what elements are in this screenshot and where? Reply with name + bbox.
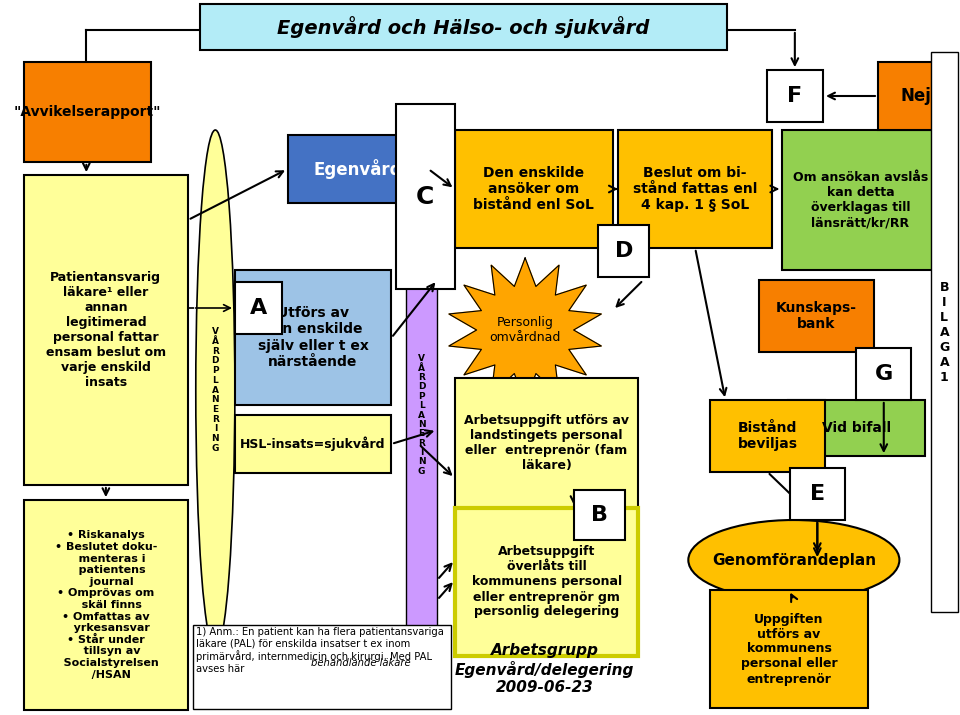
Text: B
I
L
A
G
A
1: B I L A G A 1 <box>939 280 949 383</box>
Text: Uppgiften
utförs av
kommunens
personal eller
entreprenör: Uppgiften utförs av kommunens personal e… <box>741 613 837 686</box>
Text: Egenvård och Hälso- och sjukvård: Egenvård och Hälso- och sjukvård <box>277 16 650 38</box>
Text: Kunskaps-
bank: Kunskaps- bank <box>776 301 857 331</box>
Text: Patientansvarig
läkare¹ eller
annan
legitimerad
personal fattar
ensam beslut om
: Patientansvarig läkare¹ eller annan legi… <box>46 271 166 389</box>
Text: Arbetsuppgift utförs av
landstingets personal
eller  entreprenör (fam
läkare): Arbetsuppgift utförs av landstingets per… <box>464 414 629 472</box>
Text: B: B <box>591 505 608 525</box>
FancyBboxPatch shape <box>877 62 954 130</box>
FancyBboxPatch shape <box>288 135 428 203</box>
FancyBboxPatch shape <box>856 348 911 400</box>
Text: Bistånd
beviljas: Bistånd beviljas <box>737 421 798 451</box>
FancyBboxPatch shape <box>782 130 939 270</box>
FancyBboxPatch shape <box>235 270 392 405</box>
FancyBboxPatch shape <box>24 62 151 162</box>
Text: E: E <box>809 484 825 504</box>
FancyBboxPatch shape <box>193 625 451 709</box>
FancyBboxPatch shape <box>396 104 455 289</box>
Text: G: G <box>875 364 893 384</box>
FancyBboxPatch shape <box>758 280 874 352</box>
Text: Beslut om bi-
stånd fattas enl
4 kap. 1 § SoL: Beslut om bi- stånd fattas enl 4 kap. 1 … <box>633 166 757 212</box>
FancyBboxPatch shape <box>455 508 638 656</box>
Text: F: F <box>787 86 803 106</box>
FancyBboxPatch shape <box>200 4 728 50</box>
FancyBboxPatch shape <box>618 130 773 248</box>
Text: • Riskanalys
• Beslutet doku-
   menteras i
   patientens
   journal
• Omprövas : • Riskanalys • Beslutet doku- menteras i… <box>53 531 159 680</box>
FancyBboxPatch shape <box>406 185 437 645</box>
Text: Om ansökan avslås
kan detta
överklagas till
länsrätt/kr/RR: Om ansökan avslås kan detta överklagas t… <box>793 171 928 229</box>
FancyBboxPatch shape <box>235 415 392 473</box>
FancyBboxPatch shape <box>24 175 188 485</box>
Text: Nej: Nej <box>900 87 931 105</box>
Text: V
Å
R
D
P
L
A
N
E
R
I
N
G: V Å R D P L A N E R I N G <box>211 327 219 453</box>
Text: Genomförandeplan: Genomförandeplan <box>711 553 876 568</box>
Text: "Avvikelserapport": "Avvikelserapport" <box>13 105 161 119</box>
FancyBboxPatch shape <box>930 52 958 612</box>
FancyBboxPatch shape <box>574 490 625 540</box>
FancyBboxPatch shape <box>235 282 282 334</box>
Text: 1) Anm.: En patient kan ha flera patientansvariga
läkare (PAL) för enskilda insa: 1) Anm.: En patient kan ha flera patient… <box>196 627 444 674</box>
Ellipse shape <box>196 130 235 650</box>
FancyBboxPatch shape <box>709 400 826 472</box>
FancyBboxPatch shape <box>598 225 649 277</box>
Polygon shape <box>449 258 601 402</box>
Text: Utförs av
den enskilde
själv eller t ex
närstående: Utförs av den enskilde själv eller t ex … <box>257 306 369 369</box>
Text: Arbetsuppgift
överlåts till
kommunens personal
eller entreprenör gm
personlig de: Arbetsuppgift överlåts till kommunens pe… <box>471 546 622 618</box>
Text: Vid bifall: Vid bifall <box>822 421 891 435</box>
FancyBboxPatch shape <box>455 130 613 248</box>
Text: HSL-insats=sjukvård: HSL-insats=sjukvård <box>240 437 386 451</box>
Ellipse shape <box>688 520 900 600</box>
Text: Den enskilde
ansöker om
bistånd enl SoL: Den enskilde ansöker om bistånd enl SoL <box>473 166 594 212</box>
FancyBboxPatch shape <box>766 70 823 122</box>
FancyBboxPatch shape <box>709 590 868 708</box>
FancyBboxPatch shape <box>790 468 845 520</box>
Text: Egenvård: Egenvård <box>314 159 402 179</box>
Text: A: A <box>250 298 267 318</box>
Text: behandlande läkare: behandlande läkare <box>311 659 411 669</box>
FancyBboxPatch shape <box>455 378 638 508</box>
Text: Arbetsgrupp
Egenvård/delegering
2009-06-23: Arbetsgrupp Egenvård/delegering 2009-06-… <box>455 643 635 695</box>
Text: V
Å
R
D
P
L
A
N
E
R
I
N
G: V Å R D P L A N E R I N G <box>418 355 425 475</box>
Text: C: C <box>417 184 435 209</box>
FancyBboxPatch shape <box>788 400 924 456</box>
Text: Personlig
omvårdnad: Personlig omvårdnad <box>490 316 561 344</box>
FancyBboxPatch shape <box>24 500 188 710</box>
Text: D: D <box>614 241 633 261</box>
